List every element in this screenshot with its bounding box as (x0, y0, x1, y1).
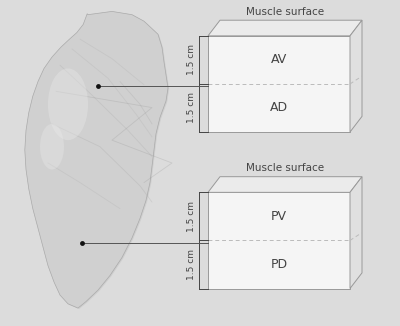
Text: 1.5 cm: 1.5 cm (188, 44, 196, 75)
Polygon shape (208, 36, 350, 132)
Text: AV: AV (271, 53, 287, 67)
Polygon shape (25, 11, 168, 308)
Text: 1.5 cm: 1.5 cm (188, 93, 196, 124)
Polygon shape (26, 12, 169, 309)
Polygon shape (208, 192, 350, 289)
Text: PD: PD (270, 258, 288, 271)
Polygon shape (208, 20, 362, 36)
Text: 1.5 cm: 1.5 cm (188, 201, 196, 232)
Text: Muscle surface: Muscle surface (246, 163, 324, 173)
Text: PV: PV (271, 210, 287, 223)
Text: AD: AD (270, 101, 288, 114)
Ellipse shape (40, 124, 64, 170)
Polygon shape (208, 177, 362, 192)
Text: Muscle surface: Muscle surface (246, 7, 324, 17)
Text: 1.5 cm: 1.5 cm (188, 249, 196, 280)
Polygon shape (350, 177, 362, 289)
Polygon shape (350, 20, 362, 132)
Ellipse shape (48, 68, 88, 140)
